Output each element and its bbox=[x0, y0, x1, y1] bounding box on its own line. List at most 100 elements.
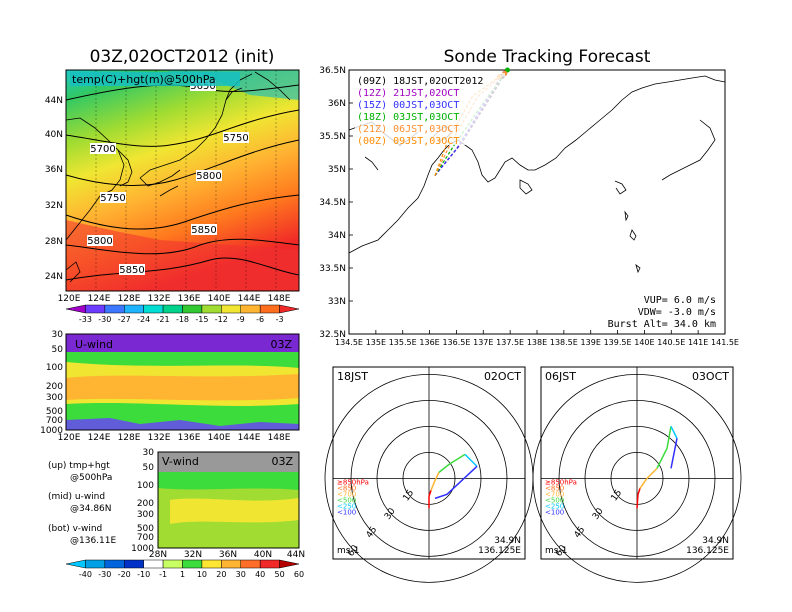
colorbar-label: -9 bbox=[237, 315, 245, 324]
hodo-lon: 136.125E bbox=[686, 546, 729, 556]
contour-label: 5800 bbox=[196, 171, 221, 182]
p-tick: 200 bbox=[137, 499, 154, 509]
legend-item: (21Z) 06JST,03OCT bbox=[357, 124, 459, 135]
contour-label: 5850 bbox=[191, 225, 216, 236]
lat-tick: 28N bbox=[149, 550, 167, 560]
lat-tick: 34.5N bbox=[319, 198, 346, 208]
legend-item: (12Z) 21JST,02OCT bbox=[357, 88, 459, 99]
note-line: @136.11E bbox=[70, 536, 116, 546]
track-lon-ticks: 134.5E 135E 135.5E 136E 136.5E 137E 137.5E 138E… bbox=[335, 330, 739, 347]
p-tick: 30 bbox=[52, 330, 64, 340]
note-line: @500hPa bbox=[70, 473, 112, 483]
lat-tick: 32.5N bbox=[319, 330, 346, 340]
lon-tick: 138E bbox=[527, 338, 547, 347]
u-time: 03Z bbox=[270, 338, 292, 351]
colorbar-swatch bbox=[104, 559, 125, 569]
colorbar-label: -6 bbox=[256, 315, 264, 324]
p-tick: 30 bbox=[143, 448, 155, 458]
colorbar-label: 1 bbox=[180, 570, 185, 579]
map-500hpa: 5650 5700 5750 5750 5800 5800 5850 5850 … bbox=[45, 69, 300, 304]
hodograph-trace bbox=[464, 453, 478, 467]
hodo-unit: ms-1 bbox=[337, 546, 359, 556]
lat-tick: 40N bbox=[45, 130, 63, 140]
colorbar-label: -10 bbox=[137, 570, 150, 579]
colorbar-swatch bbox=[65, 559, 86, 569]
colorbar-swatch bbox=[259, 304, 280, 314]
p-tick: 500 bbox=[46, 407, 63, 417]
u-band bbox=[66, 352, 299, 368]
lat-tick: 35.5N bbox=[319, 132, 346, 142]
track-legend-bg bbox=[355, 73, 505, 145]
u-easterly-top bbox=[66, 334, 299, 352]
lon-tick: 135.5E bbox=[389, 338, 417, 347]
p-tick: 700 bbox=[137, 533, 154, 543]
lon-tick: 124E bbox=[88, 294, 111, 304]
colorbar-swatch bbox=[124, 559, 144, 569]
legend-notes: (up) tmp+hgt @500hPa (mid) u-wind @34.86… bbox=[48, 461, 116, 546]
contour-labels: 5650 5700 5750 5750 5800 5800 5850 5850 bbox=[87, 80, 249, 276]
grid-500 bbox=[95, 70, 277, 291]
lon-tick: 137.5E bbox=[496, 338, 524, 347]
colorbar-swatch bbox=[259, 559, 280, 569]
hodo-unit: ms-1 bbox=[545, 546, 567, 556]
lat-tick: 33.5N bbox=[319, 264, 346, 274]
frame-500 bbox=[65, 69, 300, 292]
hodograph-trace bbox=[430, 472, 440, 491]
lat-tick: 36.5N bbox=[319, 66, 346, 76]
hodograph-trace bbox=[656, 426, 672, 469]
hodograph-trace bbox=[434, 465, 478, 500]
lat-tick: 36N bbox=[45, 165, 63, 175]
hodo-time: 06JST bbox=[545, 370, 576, 383]
level-label: <250 bbox=[545, 502, 564, 510]
burst-point bbox=[504, 67, 510, 73]
colorbar-swatch bbox=[162, 304, 183, 314]
lon-tick: 136E bbox=[419, 338, 439, 347]
colorbar-swatch bbox=[221, 559, 241, 569]
p-tick: 700 bbox=[46, 416, 63, 426]
track-lat-ticks: 36.5N 36N 35.5N 35N 34.5N 34N 33.5N 33N 32.5N bbox=[319, 66, 353, 340]
p-tick: 300 bbox=[137, 510, 154, 520]
colorbar-swatch bbox=[182, 304, 203, 314]
colorbar-label: 10 bbox=[197, 570, 207, 579]
legend-item: (18Z) 03JST,03OCT bbox=[357, 112, 459, 123]
track-legend: (09Z) 18JST,02OCT2012 (12Z) 21JST,02OCT … bbox=[355, 73, 505, 147]
hodo-lat: 34.9N bbox=[494, 536, 521, 546]
colorbar-label: 20 bbox=[216, 570, 226, 579]
lon-tick: 134.5E bbox=[335, 338, 363, 347]
note-line: (up) tmp+hgt bbox=[48, 461, 110, 471]
u-jet bbox=[66, 374, 299, 401]
level-label: <850 bbox=[337, 484, 356, 492]
colorbar-label: 50 bbox=[274, 570, 284, 579]
colorbar-label: -33 bbox=[79, 315, 92, 324]
hodo-lat: 34.9N bbox=[702, 536, 729, 546]
colorbar-label: -30 bbox=[98, 315, 111, 324]
hodo-date: 03OCT bbox=[692, 370, 729, 383]
p-tick: 1000 bbox=[131, 544, 154, 554]
legend-item: (15Z) 00JST,03OCT bbox=[357, 100, 459, 111]
hodograph-trace bbox=[670, 426, 678, 439]
hodograph-trace bbox=[670, 438, 678, 469]
legend-item: (00Z) 09JST,03OCT bbox=[357, 136, 459, 147]
lon-tick: 137E bbox=[473, 338, 493, 347]
note-line: @34.86N bbox=[70, 504, 112, 514]
lon-tick: 128E bbox=[118, 433, 141, 443]
colorbar-swatch bbox=[143, 559, 164, 569]
param-line: VDW= -3.0 m/s bbox=[638, 307, 716, 318]
lon-tick: 124E bbox=[88, 433, 111, 443]
v-band bbox=[158, 472, 299, 490]
v-label: V-wind bbox=[162, 455, 199, 468]
lon-tick: 135E bbox=[366, 338, 386, 347]
colorbar-swatch bbox=[201, 304, 222, 314]
v-time: 03Z bbox=[271, 455, 293, 468]
hodo-time: 18JST bbox=[337, 370, 368, 383]
level-label: <500 bbox=[545, 496, 564, 504]
colorbar-swatch bbox=[104, 304, 125, 314]
lat-tick: 44N bbox=[45, 96, 63, 106]
p-tick: 200 bbox=[46, 382, 63, 392]
colorbar-label: -40 bbox=[79, 570, 92, 579]
level-label: ≥850hPa bbox=[545, 478, 577, 486]
lat-tick: 44N bbox=[287, 550, 305, 560]
map-500-lat-ticks: 44N 40N 36N 32N 28N 24N bbox=[45, 96, 63, 282]
